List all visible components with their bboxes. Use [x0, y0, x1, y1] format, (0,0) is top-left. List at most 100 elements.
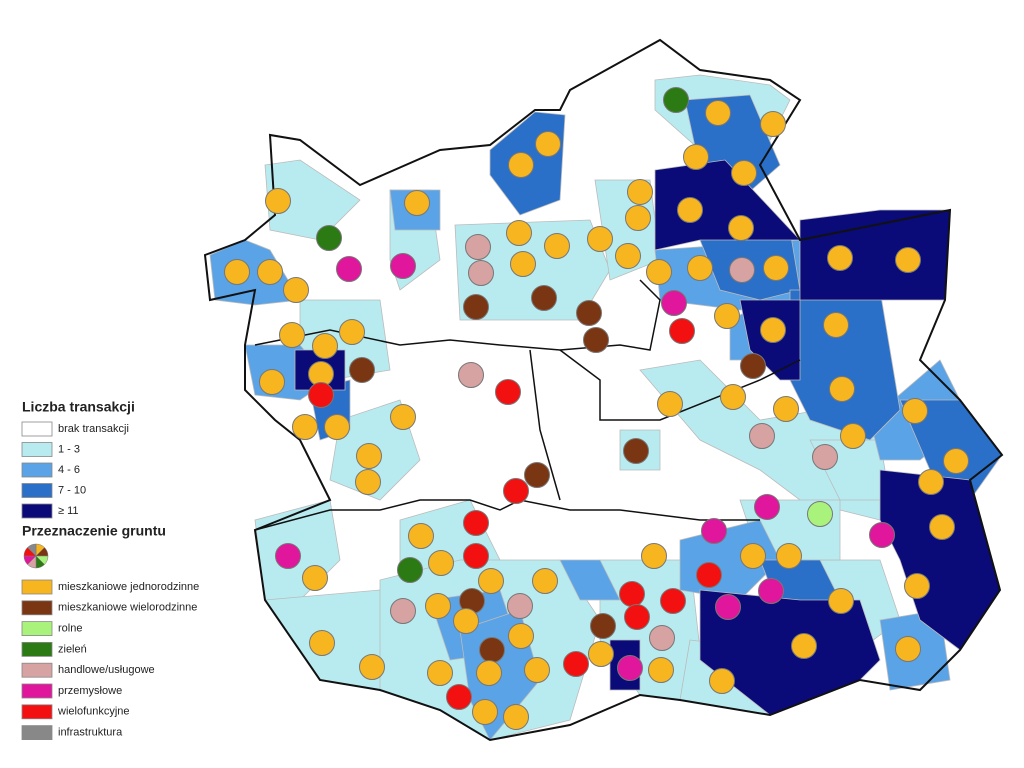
land-use-pie	[807, 501, 833, 527]
district	[799, 209, 951, 301]
legend-pie-slice	[27, 543, 37, 557]
land-use-pie	[812, 444, 838, 470]
land-use-pie	[510, 251, 536, 277]
land-use-pie	[729, 257, 755, 283]
land-use-pie	[279, 322, 305, 348]
land-use-pie	[660, 588, 686, 614]
land-use-pie	[576, 300, 602, 326]
land-use-pie	[476, 660, 502, 686]
legend-label: 7 - 10	[58, 484, 86, 496]
land-use-pie	[715, 594, 741, 620]
land-use-pie	[359, 654, 385, 680]
land-use-pie	[776, 543, 802, 569]
land-use-pie	[918, 469, 944, 495]
land-use-pie	[895, 247, 921, 273]
land-use-pie	[390, 404, 416, 430]
land-use-pie	[828, 588, 854, 614]
land-use-pie	[619, 581, 645, 607]
land-use-pie	[617, 655, 643, 681]
land-use-pie	[661, 290, 687, 316]
land-use-pie	[583, 327, 609, 353]
land-use-pie	[895, 636, 921, 662]
land-use-pie	[648, 657, 674, 683]
land-use-pie	[503, 704, 529, 730]
land-use-pie	[458, 362, 484, 388]
land-use-pie	[390, 253, 416, 279]
land-use-pie	[302, 565, 328, 591]
land-use-pie	[316, 225, 342, 251]
legend-swatch	[21, 725, 53, 740]
land-use-pie	[465, 234, 491, 260]
land-use-pie	[463, 543, 489, 569]
legend-swatch	[21, 503, 53, 519]
legend-label: 1 - 3	[58, 443, 80, 455]
land-use-pie	[669, 318, 695, 344]
legend-label: przemysłowe	[58, 685, 122, 697]
legend-label: rolne	[58, 623, 82, 635]
land-use-pie	[687, 255, 713, 281]
legend-swatch	[21, 421, 53, 437]
land-use-pie	[324, 414, 350, 440]
land-use-pie	[740, 353, 766, 379]
land-use-pie	[397, 557, 423, 583]
land-use-pie	[760, 111, 786, 137]
legend: Liczba transakcji Przeznaczenie gruntu b…	[21, 399, 199, 740]
land-use-pie	[544, 233, 570, 259]
legend-label: mieszkaniowe jednorodzinne	[58, 581, 199, 593]
land-use-pie	[312, 333, 338, 359]
land-use-pie	[749, 423, 775, 449]
land-use-pies	[224, 87, 969, 730]
land-use-pie	[728, 215, 754, 241]
legend-swatch	[21, 442, 53, 457]
land-use-pie	[869, 522, 895, 548]
district-border	[529, 349, 561, 501]
legend-swatch	[21, 662, 53, 678]
land-use-pie	[463, 510, 489, 536]
land-use-pie	[904, 573, 930, 599]
district	[699, 589, 881, 716]
land-use-pie	[453, 608, 479, 634]
legend-title: Liczba transakcji	[22, 399, 135, 415]
legend-swatch	[21, 642, 53, 657]
land-use-pie	[283, 277, 309, 303]
land-use-pie	[840, 423, 866, 449]
land-use-pie	[763, 255, 789, 281]
land-use-pie	[649, 625, 675, 651]
legend-swatch	[21, 704, 53, 720]
land-use-pie	[657, 391, 683, 417]
land-use-pie	[827, 245, 853, 271]
land-use-pie	[508, 623, 534, 649]
land-use-pie	[257, 259, 283, 285]
land-use-pie	[683, 144, 709, 170]
land-use-pie	[714, 303, 740, 329]
land-use-pie	[425, 593, 451, 619]
land-use-pie	[506, 220, 532, 246]
legend-label: infrastruktura	[58, 727, 123, 739]
land-use-pie	[623, 438, 649, 464]
legend-swatch	[21, 462, 53, 478]
land-use-pie	[478, 568, 504, 594]
land-use-pie	[754, 494, 780, 520]
land-use-pie	[646, 259, 672, 285]
land-use-pie	[275, 543, 301, 569]
land-use-pie	[524, 657, 550, 683]
land-use-pie	[701, 518, 727, 544]
land-use-pie	[446, 684, 472, 710]
legend-label: zieleń	[58, 643, 87, 655]
land-use-pie	[508, 152, 534, 178]
legend-swatch	[21, 579, 53, 595]
legend-label: ≥ 11	[58, 505, 79, 517]
land-use-pie	[356, 443, 382, 469]
land-use-pie	[760, 317, 786, 343]
legend-label: mieszkaniowe wielorodzinne	[58, 602, 197, 614]
land-use-pie	[588, 641, 614, 667]
district	[559, 559, 621, 601]
land-use-pie	[259, 369, 285, 395]
city-border	[203, 38, 1004, 742]
district-border	[254, 279, 661, 351]
land-use-pie	[503, 478, 529, 504]
land-use-pie	[823, 312, 849, 338]
land-use-pie	[587, 226, 613, 252]
land-use-pie	[495, 379, 521, 405]
land-use-pie	[427, 660, 453, 686]
